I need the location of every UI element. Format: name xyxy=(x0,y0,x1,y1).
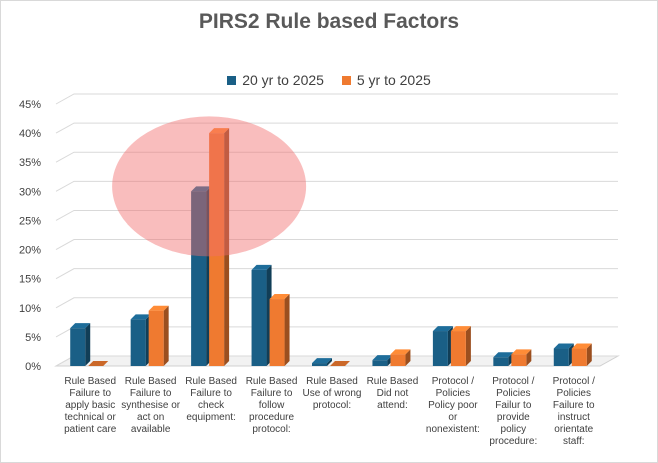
gridline xyxy=(55,122,618,134)
bar-series-1-cat-3-face xyxy=(191,186,212,192)
x-tick-label: Rule Based Failure to synthesise or act on a… xyxy=(121,376,181,435)
bar-series-2-cat-3-face xyxy=(209,128,230,134)
bar-series-2-cat-2-front xyxy=(148,310,164,366)
bar-series-1-cat-1-face xyxy=(70,323,91,329)
legend-item-series-1: 20 yr to 2025 xyxy=(227,72,324,88)
bar-series-2-cat-2-face xyxy=(163,305,169,366)
bar-series-1-cat-2-front xyxy=(130,319,146,366)
y-tick-label: 20% xyxy=(19,245,41,257)
bar-series-2-cat-3-front xyxy=(209,133,225,366)
legend-swatch-series-1 xyxy=(227,76,237,85)
bar-series-2-cat-7-face xyxy=(465,326,471,366)
bar-series-1-cat-6-face xyxy=(372,355,393,361)
bar-series-1-cat-5 xyxy=(312,358,332,366)
x-tick-label: Protocol / Policies Failur to provide policy… xyxy=(489,376,538,447)
bar-series-2-cat-4-front xyxy=(269,299,285,366)
y-tick-label: 25% xyxy=(19,215,41,227)
bar-series-1-cat-4-face xyxy=(251,264,272,270)
bar-series-2-cat-5 xyxy=(330,361,350,366)
bar-series-2-cat-5-face xyxy=(330,361,350,366)
bar-series-1-cat-6-front xyxy=(372,360,388,366)
x-tick-label: Rule Based Use of wrong protocol: xyxy=(302,376,362,411)
gridline xyxy=(55,93,618,105)
y-tick-label: 45% xyxy=(19,99,41,111)
highlight-ellipse xyxy=(112,116,307,257)
y-tick-label: 0% xyxy=(25,361,41,373)
x-tick-label: Rule Based Did not attend: xyxy=(366,376,419,411)
bar-series-1-cat-4-front xyxy=(251,269,267,366)
bar-series-2-cat-7 xyxy=(450,326,471,366)
gridline xyxy=(55,180,618,192)
y-tick-label: 15% xyxy=(19,274,41,286)
bar-series-2-cat-6-front xyxy=(390,354,406,366)
gridline xyxy=(55,151,618,163)
bar-series-2-cat-8-face xyxy=(511,349,532,355)
bar-series-1-cat-1-front xyxy=(70,328,86,366)
bar-series-1-cat-5-front xyxy=(312,363,327,366)
legend-item-series-2: 5 yr to 2025 xyxy=(341,72,431,88)
bar-series-1-cat-9 xyxy=(553,343,574,366)
legend-label-series-1: 20 yr to 2025 xyxy=(242,72,324,88)
bar-series-2-cat-9-face xyxy=(586,343,592,366)
bar-series-1-cat-8-front xyxy=(493,357,509,366)
chart-title: PIRS2 Rule based Factors xyxy=(198,10,460,33)
bar-series-1-cat-8 xyxy=(493,352,514,366)
x-tick-label: Rule Based Failure to check equipment: xyxy=(185,376,237,423)
bar-series-2-cat-1-face xyxy=(88,361,109,366)
bar-series-2-cat-9 xyxy=(571,343,592,366)
bar-series-2-cat-2 xyxy=(148,305,169,366)
bar-series-2-cat-8-front xyxy=(511,354,527,366)
y-tick-label: 30% xyxy=(19,186,41,198)
bar-series-1-cat-1-face xyxy=(85,323,91,366)
bar-series-1-cat-9-front xyxy=(553,348,569,366)
x-tick-label: Rule Based Failure to follow procedure proto… xyxy=(245,376,298,435)
bar-series-2-cat-7-front xyxy=(450,331,466,366)
bar-series-2-cat-7-face xyxy=(450,326,471,332)
bar-series-1-cat-7-front xyxy=(432,331,448,366)
bar-series-1-cat-3-front xyxy=(191,191,207,366)
legend: 20 yr to 2025 5 yr to 2025 xyxy=(0,72,658,88)
gridline xyxy=(55,268,618,280)
x-tick-label: Protocol / Policies Failure to instruct orie… xyxy=(552,376,595,447)
y-tick-label: 35% xyxy=(19,157,41,169)
bar-series-2-cat-9-front xyxy=(571,348,587,366)
bar-series-2-cat-4 xyxy=(269,294,290,366)
bar-series-1-cat-2 xyxy=(130,314,151,366)
legend-label-series-2: 5 yr to 2025 xyxy=(356,72,431,88)
gridline xyxy=(55,239,618,250)
bar-series-2-cat-4-face xyxy=(284,294,290,366)
bar-series-2-cat-1 xyxy=(88,361,109,366)
x-tick-label: Protocol / Policies Policy poor or nonexiste… xyxy=(425,376,480,435)
bar-series-2-cat-3 xyxy=(209,128,230,366)
bar-series-1-cat-2-face xyxy=(130,314,151,320)
bar-series-1-cat-8-face xyxy=(493,352,514,358)
legend-swatch-series-2 xyxy=(341,76,351,85)
bar-series-2-cat-4-face xyxy=(269,294,290,300)
bar-series-1-cat-7-face xyxy=(432,326,453,332)
bar-series-2-cat-6 xyxy=(390,349,411,366)
y-tick-label: 10% xyxy=(19,303,41,315)
bar-series-2-cat-8-face xyxy=(526,349,532,366)
bar-series-1-cat-5-face xyxy=(327,358,332,366)
bar-series-1-cat-7 xyxy=(432,326,453,366)
y-tick-label: 5% xyxy=(25,332,41,344)
bar-series-2-cat-3-face xyxy=(224,128,230,366)
gridline xyxy=(55,297,618,309)
bar-series-1-cat-9-face xyxy=(553,343,574,349)
y-tick-label: 40% xyxy=(19,128,41,140)
bar-series-2-cat-9-face xyxy=(571,343,592,349)
bar-series-2-cat-8 xyxy=(511,349,532,366)
x-tick-label: Rule Based Failure to apply basic technical… xyxy=(64,376,117,435)
bar-series-1-cat-5-face xyxy=(312,358,332,364)
bar-series-1-cat-4 xyxy=(251,264,272,366)
gridline xyxy=(55,209,618,221)
bar-series-2-cat-6-face xyxy=(390,349,411,355)
bar-series-2-cat-2-face xyxy=(148,305,169,311)
bar-series-2-cat-6-face xyxy=(405,349,411,366)
bar-series-1-cat-1 xyxy=(70,323,91,366)
